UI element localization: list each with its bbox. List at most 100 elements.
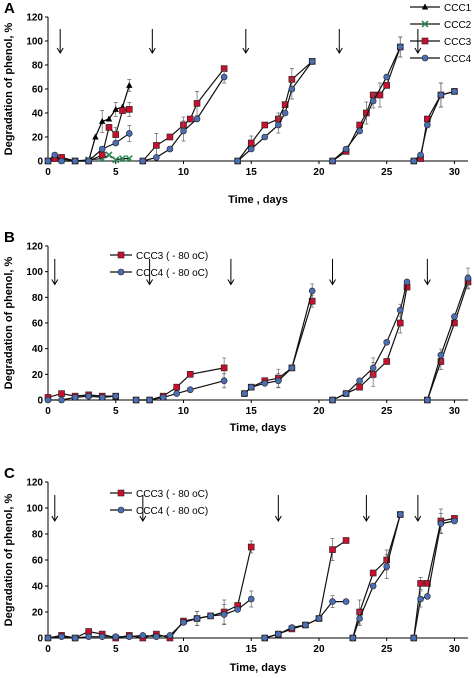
data-point: [342, 145, 350, 153]
legend-swatch-marker: [421, 20, 429, 28]
x-tick-label: 30: [449, 406, 461, 417]
feeding-arrow: [362, 495, 370, 522]
feeding-arrow: [274, 495, 282, 522]
data-point: [180, 619, 187, 626]
data-point: [424, 593, 431, 600]
x-axis-label: Time , days: [228, 194, 288, 206]
y-tick-label: 60: [32, 319, 44, 330]
data-point: [288, 624, 296, 631]
legend-swatch-marker: [117, 268, 125, 276]
data-point: [451, 319, 458, 327]
data-point: [410, 157, 418, 165]
data-point: [44, 157, 52, 165]
chart-panel-b: B 0 20 40 60 80 100 120 0 5 10 15 20 25 30 Time, days De…: [3, 229, 472, 434]
legend-swatch-marker: [421, 3, 429, 10]
chart-panel-a: A 0 20 40 60 80 100 120 0 5 10 15 20 25 30 Time , days D…: [3, 0, 472, 206]
data-point: [166, 632, 174, 639]
data-point: [383, 73, 391, 81]
y-axis-label: Degradation of phenol, %: [3, 22, 15, 155]
data-point: [193, 115, 201, 123]
data-point: [51, 151, 59, 159]
data-point: [247, 139, 255, 147]
data-point: [451, 88, 458, 95]
data-point: [417, 151, 424, 159]
legend-entry: CCC3 ( - 80 oC): [136, 251, 208, 262]
y-tick-label: 40: [32, 582, 44, 593]
series-line: [426, 281, 469, 401]
data-point: [356, 615, 363, 622]
legend-entry: CCC1: [444, 3, 472, 14]
data-point: [58, 633, 65, 641]
data-point: [383, 563, 391, 570]
data-point: [71, 634, 79, 642]
data-point: [139, 632, 147, 639]
series-ccc4: [44, 36, 458, 165]
feeding-arrow: [51, 495, 59, 522]
data-point: [71, 394, 79, 401]
y-tick-label: 80: [32, 530, 44, 541]
y-tick-label: 20: [32, 370, 44, 381]
y-tick-label: 80: [32, 61, 44, 72]
legend-swatch-marker: [421, 37, 429, 45]
feeding-arrow: [423, 258, 431, 286]
data-point: [118, 155, 127, 163]
data-point: [308, 287, 316, 295]
feeding-arrow: [242, 29, 250, 54]
data-point: [396, 306, 404, 314]
data-point: [119, 107, 126, 114]
legend-swatch-marker: [117, 489, 125, 497]
legend-entry: CCC4 ( - 80 oC): [136, 506, 208, 517]
legend-swatch-marker: [117, 251, 125, 259]
data-point: [396, 511, 404, 518]
feeding-arrow: [148, 29, 156, 54]
feeding-arrow: [139, 495, 147, 522]
y-tick-label: 40: [32, 109, 44, 120]
x-tick-label: 10: [178, 167, 190, 178]
data-point: [349, 634, 357, 642]
series-line: [413, 90, 455, 162]
feeding-arrow: [51, 258, 59, 286]
y-tick-label: 0: [37, 396, 43, 407]
data-point: [369, 97, 377, 105]
y-tick-label: 60: [32, 556, 44, 567]
data-point: [261, 121, 269, 129]
x-tick-label: 0: [45, 167, 51, 178]
data-point: [437, 351, 445, 359]
feeding-arrow: [329, 258, 336, 286]
y-tick-label: 60: [32, 85, 44, 96]
data-point: [44, 634, 52, 642]
data-point: [71, 157, 79, 165]
data-point: [234, 157, 241, 165]
data-point: [261, 133, 269, 141]
data-point: [112, 633, 120, 641]
y-tick-label: 20: [32, 608, 44, 619]
data-point: [98, 117, 106, 124]
x-tick-label: 30: [449, 167, 461, 178]
x-tick-label: 5: [113, 644, 119, 655]
data-point: [437, 91, 445, 99]
x-tick-label: 30: [449, 644, 461, 655]
series-line: [48, 395, 116, 401]
data-point: [403, 278, 411, 286]
data-point: [112, 156, 120, 164]
data-point: [417, 595, 424, 603]
panel-label: C: [4, 465, 15, 482]
data-point: [241, 390, 248, 397]
legend-entry: CCC4: [444, 54, 472, 65]
data-point: [98, 145, 106, 153]
data-point: [464, 274, 472, 282]
data-point: [207, 612, 214, 620]
x-tick-label: 15: [246, 167, 258, 178]
y-tick-label: 100: [26, 267, 43, 278]
x-tick-label: 20: [313, 167, 325, 178]
data-point: [58, 396, 65, 404]
legend-swatch-marker: [421, 54, 429, 62]
data-point: [342, 537, 350, 544]
data-point: [186, 115, 194, 123]
data-point: [247, 543, 255, 551]
data-point: [92, 133, 99, 140]
x-tick-label: 25: [381, 406, 393, 417]
data-point: [132, 396, 140, 404]
data-point: [329, 598, 336, 605]
